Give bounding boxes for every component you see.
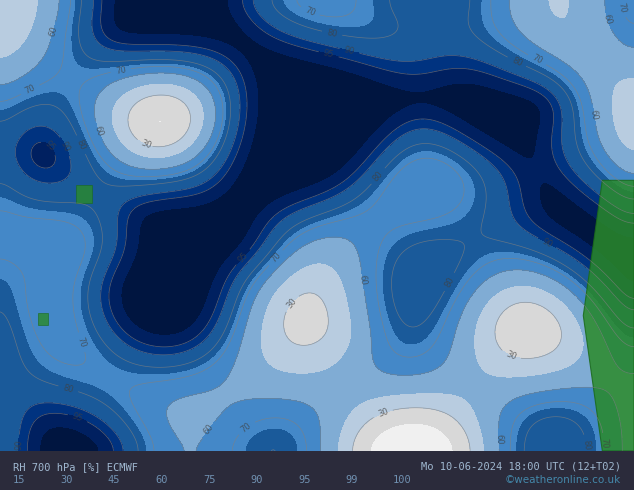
Text: 30: 30: [377, 407, 389, 419]
Text: 90: 90: [541, 236, 554, 249]
Text: 60: 60: [202, 423, 216, 437]
Text: 70: 70: [23, 83, 37, 96]
Text: 45: 45: [108, 475, 120, 485]
Text: RH 700 hPa [%] ECMWF: RH 700 hPa [%] ECMWF: [13, 462, 138, 472]
Text: 90: 90: [14, 440, 23, 450]
Text: 60: 60: [93, 124, 105, 138]
Text: 95: 95: [43, 139, 57, 153]
Text: ©weatheronline.co.uk: ©weatheronline.co.uk: [505, 475, 621, 485]
Text: 30: 30: [504, 350, 517, 362]
Text: 80: 80: [510, 55, 524, 68]
Text: 80: 80: [581, 439, 591, 450]
Text: 70: 70: [115, 65, 127, 75]
Bar: [76, 185, 92, 203]
Text: 70: 70: [617, 1, 628, 14]
Text: 99: 99: [346, 475, 358, 485]
Text: 60: 60: [48, 25, 59, 38]
Text: 60: 60: [589, 109, 599, 121]
Text: 60: 60: [358, 274, 368, 286]
Text: 90: 90: [250, 475, 263, 485]
Text: 60: 60: [494, 433, 503, 444]
Text: 80: 80: [372, 169, 385, 183]
Text: 90: 90: [59, 140, 72, 153]
Text: 80: 80: [75, 138, 87, 151]
Text: 95: 95: [71, 412, 84, 424]
Text: 100: 100: [393, 475, 412, 485]
Text: 70: 70: [240, 421, 253, 434]
Text: 30: 30: [285, 296, 298, 310]
Text: Mo 10-06-2024 18:00 UTC (12+T02): Mo 10-06-2024 18:00 UTC (12+T02): [422, 462, 621, 472]
Text: 60: 60: [602, 13, 614, 26]
Text: 80: 80: [62, 383, 75, 394]
Text: 70: 70: [76, 336, 87, 349]
Text: 75: 75: [203, 475, 216, 485]
Text: 95: 95: [236, 250, 250, 264]
Text: 60: 60: [155, 475, 168, 485]
Text: 30: 30: [140, 139, 153, 151]
Polygon shape: [583, 180, 634, 451]
Bar: [38, 313, 48, 324]
Text: 95: 95: [298, 475, 311, 485]
Text: 90: 90: [344, 46, 356, 56]
Text: 70: 70: [269, 251, 283, 265]
Text: 70: 70: [599, 438, 609, 449]
Text: 80: 80: [326, 28, 338, 39]
Text: 70: 70: [303, 6, 316, 18]
Text: 80: 80: [443, 275, 456, 289]
Text: 15: 15: [13, 475, 25, 485]
Text: 70: 70: [530, 53, 544, 66]
Text: 30: 30: [60, 475, 73, 485]
Text: 95: 95: [323, 49, 335, 60]
